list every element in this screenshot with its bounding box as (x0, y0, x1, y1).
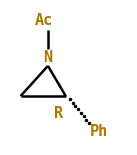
Text: N: N (43, 50, 52, 65)
Text: Ac: Ac (35, 13, 53, 28)
Text: R: R (54, 106, 63, 121)
Text: Ph: Ph (89, 124, 108, 139)
